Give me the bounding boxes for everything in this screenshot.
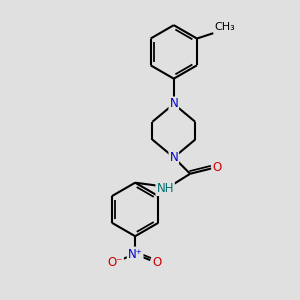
- Text: O: O: [212, 161, 221, 174]
- Text: N: N: [169, 151, 178, 164]
- Text: N: N: [169, 98, 178, 110]
- Text: N⁺: N⁺: [128, 248, 142, 260]
- Text: O: O: [152, 256, 162, 269]
- Text: CH₃: CH₃: [215, 22, 236, 32]
- Text: NH: NH: [156, 182, 174, 195]
- Text: O⁻: O⁻: [107, 256, 123, 269]
